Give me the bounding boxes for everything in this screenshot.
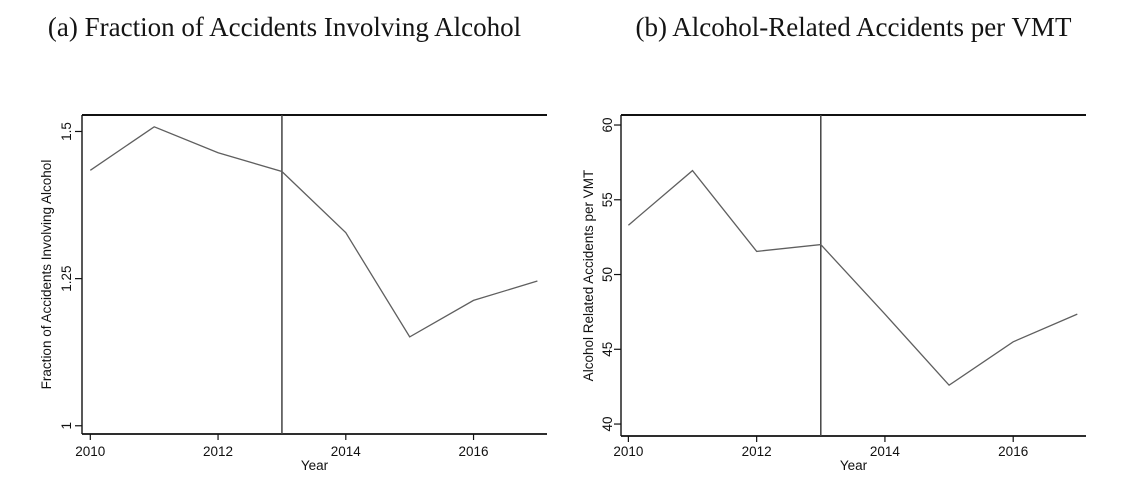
y-tick-label: 1.25 [59,265,74,291]
chart-panel-a: 1 1.25 1.5 2010 2012 2014 2016 Fraction of Acci… [39,114,547,473]
x-tick-label: 2014 [870,444,901,459]
y-tick-label: 40 [600,417,615,432]
chart-panel-b: 40 45 50 55 60 2010 2012 2014 2016 Alcohol Relate… [581,114,1086,473]
data-line [89,126,538,338]
x-axis-label: Year [840,458,868,473]
x-tick-label: 2010 [613,444,643,459]
y-tick-label: 50 [600,267,615,282]
y-axis-label: Alcohol Related Accidents per VMT [581,170,596,382]
y-tick-label: 45 [600,342,615,357]
y-tick-label: 1.5 [59,122,74,141]
x-tick-label: 2014 [331,444,362,459]
x-tick-label: 2016 [459,444,489,459]
panel-b-title: (b) Alcohol-Related Accidents per VMT [635,12,1072,42]
panel-a-title: (a) Fraction of Accidents Involving Alco… [47,12,522,42]
x-tick-label: 2010 [75,444,105,459]
x-tick-label: 2012 [742,444,772,459]
y-tick-label: 60 [600,118,615,133]
y-tick-label: 1 [59,422,74,430]
data-line [627,169,1078,387]
x-tick-label: 2012 [203,444,233,459]
y-tick-label: 55 [600,192,615,207]
x-tick-label: 2016 [998,444,1028,459]
x-axis-label: Year [301,458,329,473]
y-axis-label: Fraction of Accidents Involving Alcohol [39,160,54,390]
